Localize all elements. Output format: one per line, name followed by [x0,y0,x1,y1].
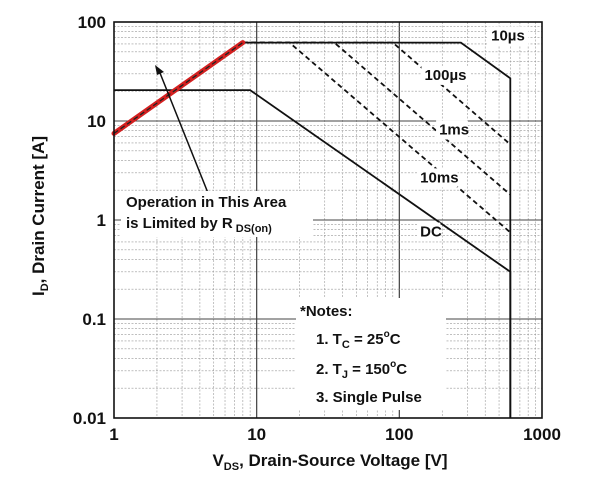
series-1ms-line [242,41,511,196]
notes-background [296,298,446,410]
rdson-annotation: Operation in This Area is Limited by R D… [121,65,313,237]
y-tick-label: 100 [78,13,106,32]
y-tick-label: 1 [97,211,106,230]
series-10-s-line [242,41,512,418]
annotation-arrow-head [155,65,164,75]
annotation-arrow-line [159,72,209,194]
curve-label-10ms: 10ms [420,169,458,186]
series-dc-line [114,89,512,418]
curve-label-100-s: 100µs [424,67,466,84]
series-rds-on-limit-line [113,42,244,134]
y-tick-label: 0.01 [73,409,106,428]
annotation-line-2: is Limited by R DS(on) [126,215,272,235]
curve-label-1ms: 1ms [439,122,469,139]
x-tick-label: 10 [247,425,266,444]
annotation-box [121,191,313,237]
curve-label-dc: DC [420,224,442,241]
curve-label-bg-1ms [436,120,468,140]
curve-label-bg-dc [417,222,441,242]
x-tick-label: 1000 [523,425,561,444]
y-tick-label: 0.1 [82,310,106,329]
y-tick-label: 10 [87,112,106,131]
note-1: 1. TC = 25oC [316,329,401,351]
series-100-s-line [242,41,511,146]
x-tick-label: 1 [109,425,118,444]
notes-title: *Notes: [300,303,353,320]
plot-frame [113,21,543,419]
curve-label-bg-100-s [421,65,471,85]
x-axis-title: VDS, Drain-Source Voltage [V] [212,451,447,473]
note-2: 2. TJ = 150oC [316,359,407,381]
curve-label-10-s: 10µs [491,28,525,45]
annotation-line-1: Operation in This Area [126,194,287,211]
notes-box: *Notes: 1. TC = 25oC 2. TJ = 150oC 3. Si… [296,298,446,410]
curve-label-bg-10ms [417,168,458,188]
note-3: 3. Single Pulse [316,389,422,406]
tick-layer: 1 10 100 1000 100 10 1 0.1 0.01 [73,13,561,444]
curve-label-bg-10-s [488,26,529,46]
curve-label-layer: 10µs 100µs 1ms 10ms DC [417,26,529,242]
x-tick-label: 100 [385,425,413,444]
y-axis-title: ID, Drain Current [A] [29,136,51,296]
